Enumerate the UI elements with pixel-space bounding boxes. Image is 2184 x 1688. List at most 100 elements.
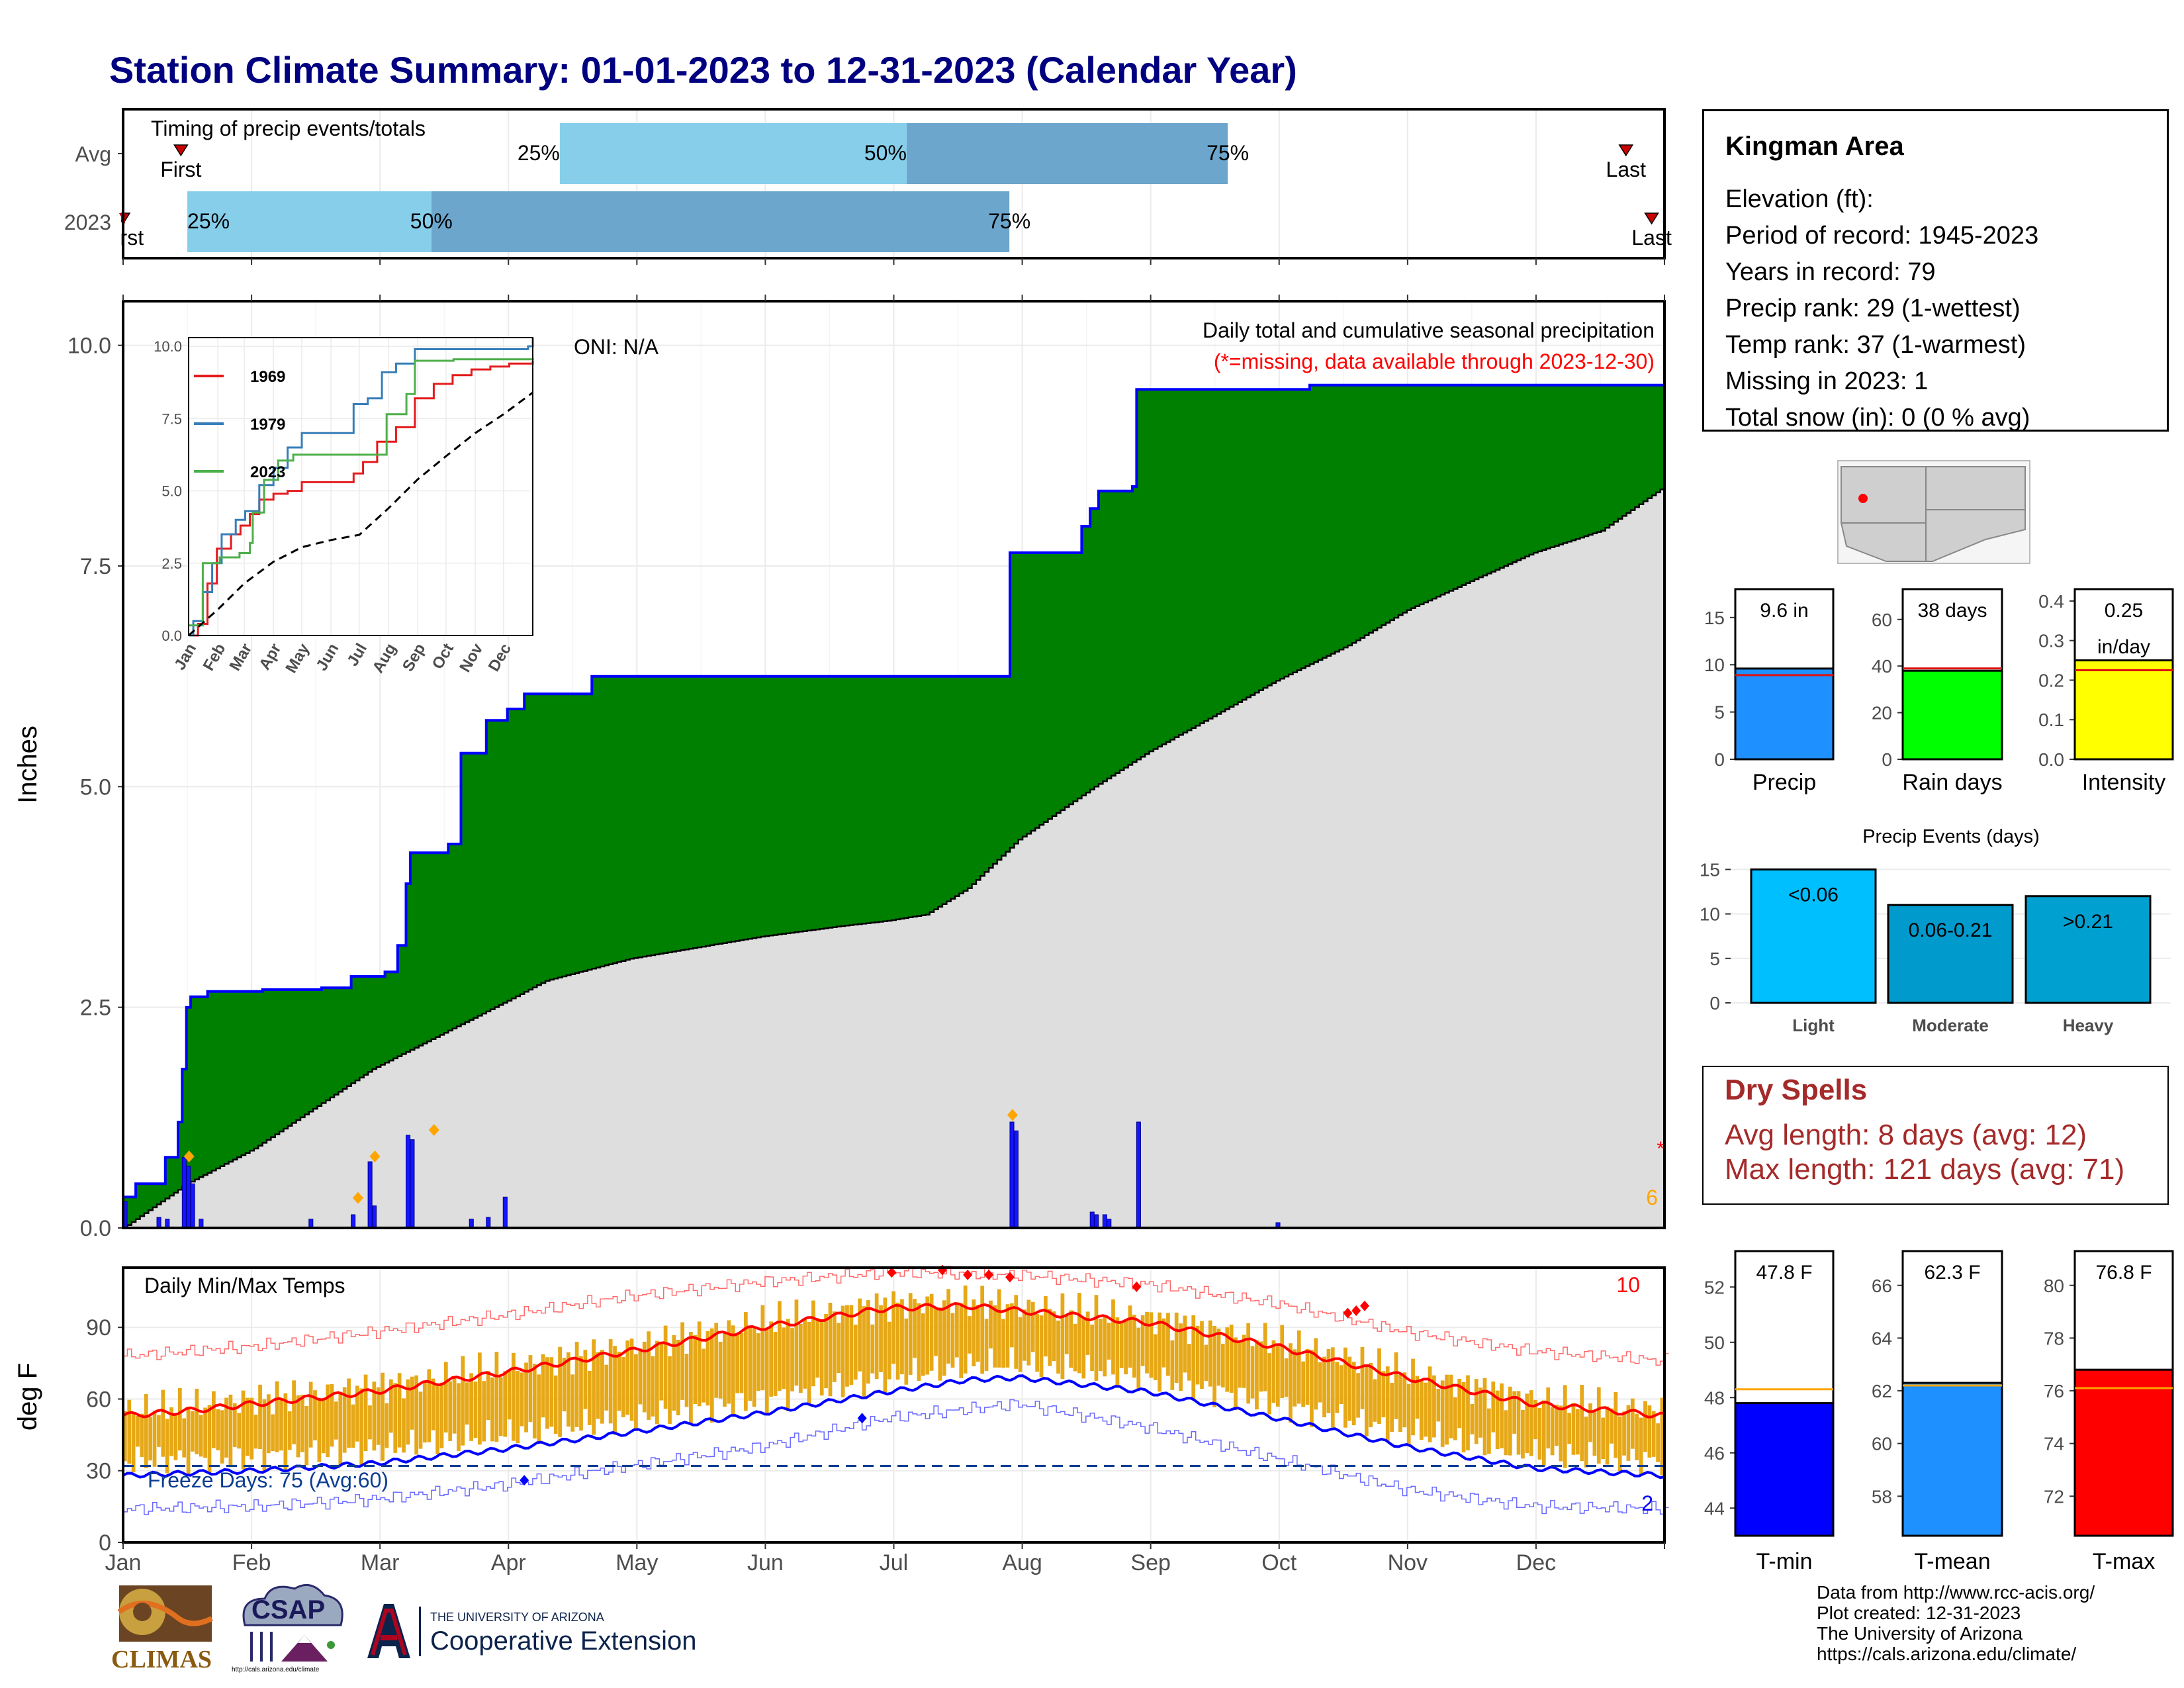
precip-orange-marker	[369, 1150, 381, 1162]
climas-label: CLIMAS	[111, 1646, 212, 1673]
side-y-tick-label: 72	[2044, 1486, 2064, 1507]
temp-daily-range-bar	[748, 1327, 752, 1401]
side-y-tick-label: 74	[2044, 1434, 2064, 1454]
temp-daily-range-bar	[1584, 1416, 1588, 1468]
month-axis-label: Aug	[1002, 1550, 1042, 1575]
side-y-tick-label: 62	[1872, 1381, 1892, 1401]
temp-daily-range-bar	[203, 1407, 207, 1458]
side-y-tick-label: 0.3	[2038, 631, 2064, 651]
timing-last-marker	[1644, 212, 1659, 225]
csap-logo-graphic	[242, 1583, 343, 1662]
station-elevation: Elevation (ft):	[1725, 185, 1874, 213]
temp-daily-range-bar	[1242, 1335, 1246, 1388]
temp-daily-range-bar	[1521, 1409, 1525, 1459]
temp-daily-range-bar	[1402, 1372, 1407, 1428]
temp-daily-range-bar	[1026, 1299, 1031, 1366]
temp-daily-range-bar	[465, 1382, 469, 1425]
temp-daily-range-bar	[570, 1374, 575, 1432]
temp-daily-range-bar	[1314, 1338, 1318, 1410]
precip-title: Daily total and cumulative seasonal prec…	[1203, 318, 1655, 342]
side-y-tick-label: 0.1	[2038, 710, 2064, 730]
temp-record-high-line	[123, 1266, 1669, 1366]
temp-daily-range-bar	[727, 1320, 731, 1404]
temp-daily-range-bar	[1305, 1348, 1310, 1405]
dry-spells-box: Dry Spells Avg length: 8 days (avg: 12) …	[1702, 1066, 2169, 1205]
temp-record-high-marker	[887, 1267, 897, 1278]
temp-daily-range-bar	[211, 1391, 216, 1448]
side-value-label: 38 days	[1917, 600, 1987, 622]
temp-daily-range-bar	[798, 1323, 803, 1393]
temp-daily-range-bar	[663, 1325, 668, 1409]
temp-daily-range-bar	[317, 1397, 322, 1462]
temp-daily-range-bar	[752, 1327, 756, 1407]
temp-daily-range-bar	[1081, 1317, 1086, 1379]
temp-daily-range-bar	[490, 1377, 494, 1442]
precip-daily-bar	[186, 1166, 191, 1229]
temp-daily-range-bar	[342, 1387, 347, 1453]
temp-daily-range-bar	[604, 1364, 609, 1411]
temp-daily-range-bar	[562, 1358, 567, 1412]
temp-daily-range-bar	[1107, 1323, 1111, 1360]
temp-daily-range-bar	[828, 1302, 833, 1397]
temp-daily-range-bar	[123, 1411, 127, 1462]
temp-daily-range-bar	[1516, 1391, 1521, 1455]
temp-daily-range-bar	[431, 1378, 435, 1430]
side-y-tick-label: 10	[1704, 655, 1725, 675]
temp-daily-range-bar	[1398, 1374, 1402, 1432]
side-category-label: T-max	[2093, 1549, 2155, 1574]
inset-frame	[188, 337, 533, 636]
temp-record-high-marker	[1351, 1305, 1361, 1316]
temp-daily-range-bar	[1639, 1417, 1643, 1476]
precip-daily-bar	[351, 1214, 356, 1229]
temp-daily-range-bar	[1048, 1309, 1052, 1366]
temp-daily-range-bar	[1216, 1329, 1221, 1386]
temp-y-tick-label: 0	[99, 1530, 111, 1556]
ua-block-a-icon	[367, 1604, 410, 1658]
temp-daily-range-bar	[1044, 1295, 1048, 1357]
station-years: Years in record: 79	[1725, 258, 1936, 286]
side-y-tick-label: 76	[2044, 1381, 2064, 1401]
temp-daily-range-bar	[182, 1418, 187, 1458]
temp-daily-range-bar	[439, 1382, 444, 1448]
temp-daily-range-bar	[904, 1318, 909, 1385]
temp-daily-range-bar	[1183, 1315, 1187, 1373]
temp-daily-range-bar	[592, 1339, 596, 1435]
temp-daily-range-bar	[790, 1328, 794, 1391]
csap-logo: CSAP http://cals.arizona.edu/climate	[232, 1579, 351, 1678]
temp-daily-range-bar	[997, 1289, 1001, 1368]
temp-daily-range-bar	[191, 1411, 195, 1452]
csap-label: CSAP	[251, 1595, 326, 1624]
temp-daily-range-bar	[980, 1286, 985, 1374]
precip-daily-bar	[1009, 1121, 1015, 1229]
precip-y-tick-label: 7.5	[80, 554, 111, 579]
map-station-marker	[1858, 494, 1868, 503]
temp-daily-range-bar	[1617, 1416, 1622, 1471]
temp-daily-range-bar	[1132, 1315, 1136, 1378]
temp-daily-range-bar	[448, 1381, 453, 1441]
temp-daily-range-bar	[866, 1300, 870, 1384]
temp-daily-range-bar	[1360, 1346, 1365, 1409]
temp-daily-range-bar	[232, 1403, 237, 1447]
side-y-tick-label: 0.4	[2038, 591, 2064, 612]
temp-daily-range-bar	[1424, 1382, 1428, 1437]
precip-y-axis-title: Inches	[13, 726, 42, 804]
events-title: Precip Events (days)	[1862, 826, 2040, 847]
temp-daily-range-bar	[1479, 1387, 1482, 1438]
precip-daily-bar	[1094, 1214, 1099, 1229]
timing-row-label-2023: 2023	[64, 211, 111, 234]
precip-average-cumulative-area	[123, 487, 1664, 1228]
temp-daily-range-bar	[1153, 1334, 1158, 1380]
timing-label-25: 25%	[518, 141, 560, 165]
inset-average-line	[188, 391, 533, 637]
temp-daily-range-bar	[435, 1384, 439, 1454]
temp-daily-range-bar	[452, 1378, 457, 1434]
temp-daily-range-bar	[837, 1323, 841, 1374]
temp-y-tick-label: 60	[86, 1387, 111, 1412]
temp-daily-range-bar	[165, 1419, 169, 1474]
temp-daily-range-bar	[1622, 1411, 1626, 1456]
side-y-tick-label: 58	[1872, 1486, 1892, 1507]
temp-daily-range-bar	[427, 1369, 432, 1442]
temp-daily-range-bar	[824, 1314, 828, 1389]
side-y-tick-label: 50	[1704, 1333, 1725, 1353]
inset-legend-label: 2023	[250, 463, 285, 481]
